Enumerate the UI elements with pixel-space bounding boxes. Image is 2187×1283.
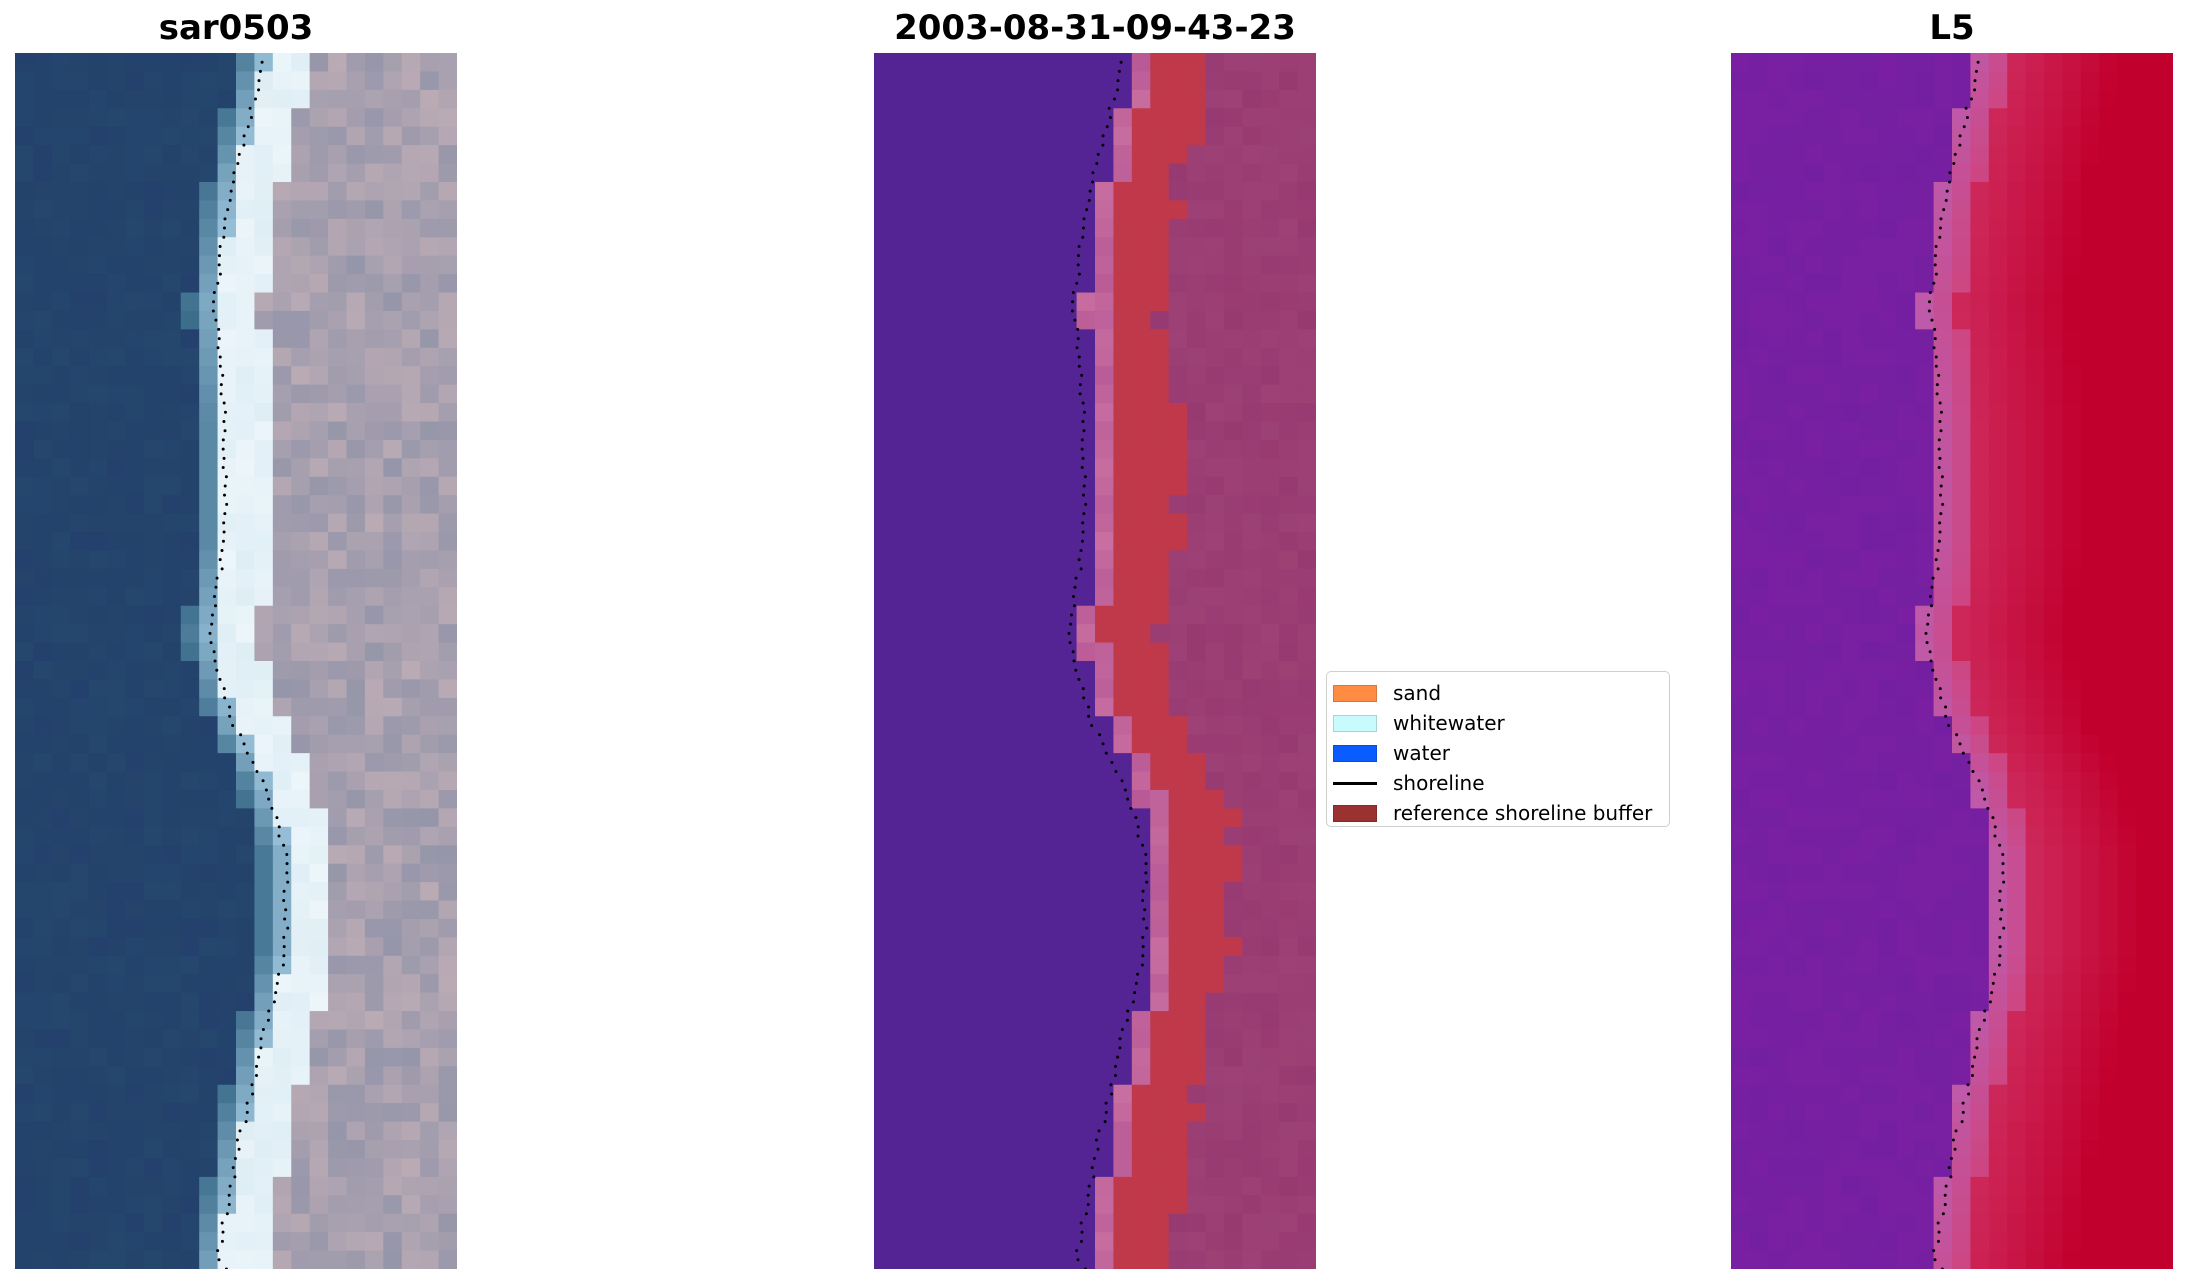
rgb-image — [15, 53, 457, 1269]
panel-title-rgb: sar0503 — [158, 8, 314, 48]
legend-label-shoreline: shoreline — [1393, 771, 1485, 795]
legend-item-reference-buffer: reference shoreline buffer — [1333, 800, 1652, 826]
legend-swatch-reference-buffer — [1333, 804, 1377, 822]
legend-label-reference-buffer: reference shoreline buffer — [1393, 801, 1653, 825]
legend-swatch-sand — [1333, 684, 1377, 702]
shoreline-points — [208, 60, 290, 1269]
classified-image-panel — [874, 53, 1316, 1269]
legend-label-sand: sand — [1393, 681, 1442, 705]
panel-title-mndwi: L5 — [1929, 8, 1975, 48]
legend-swatch-whitewater — [1333, 714, 1377, 732]
rgb-image-panel — [15, 53, 457, 1269]
shoreline-points — [1924, 60, 2006, 1269]
mndwi-image — [1731, 53, 2173, 1269]
classified-image — [874, 53, 1316, 1269]
legend-line-shoreline — [1333, 781, 1377, 785]
legend-item-sand: sand — [1333, 680, 1441, 706]
legend-item-water: water — [1333, 740, 1450, 766]
legend-item-whitewater: whitewater — [1333, 710, 1505, 736]
legend-label-water: water — [1393, 741, 1450, 765]
panel-title-classified: 2003-08-31-09-43-23 — [894, 8, 1296, 48]
mndwi-image-panel — [1731, 53, 2173, 1269]
legend-item-shoreline: shoreline — [1333, 770, 1485, 796]
legend-label-whitewater: whitewater — [1393, 711, 1505, 735]
shoreline-points — [1067, 60, 1149, 1269]
legend-swatch-water — [1333, 744, 1377, 762]
legend: sand whitewater water shoreline referenc… — [1326, 671, 1670, 827]
